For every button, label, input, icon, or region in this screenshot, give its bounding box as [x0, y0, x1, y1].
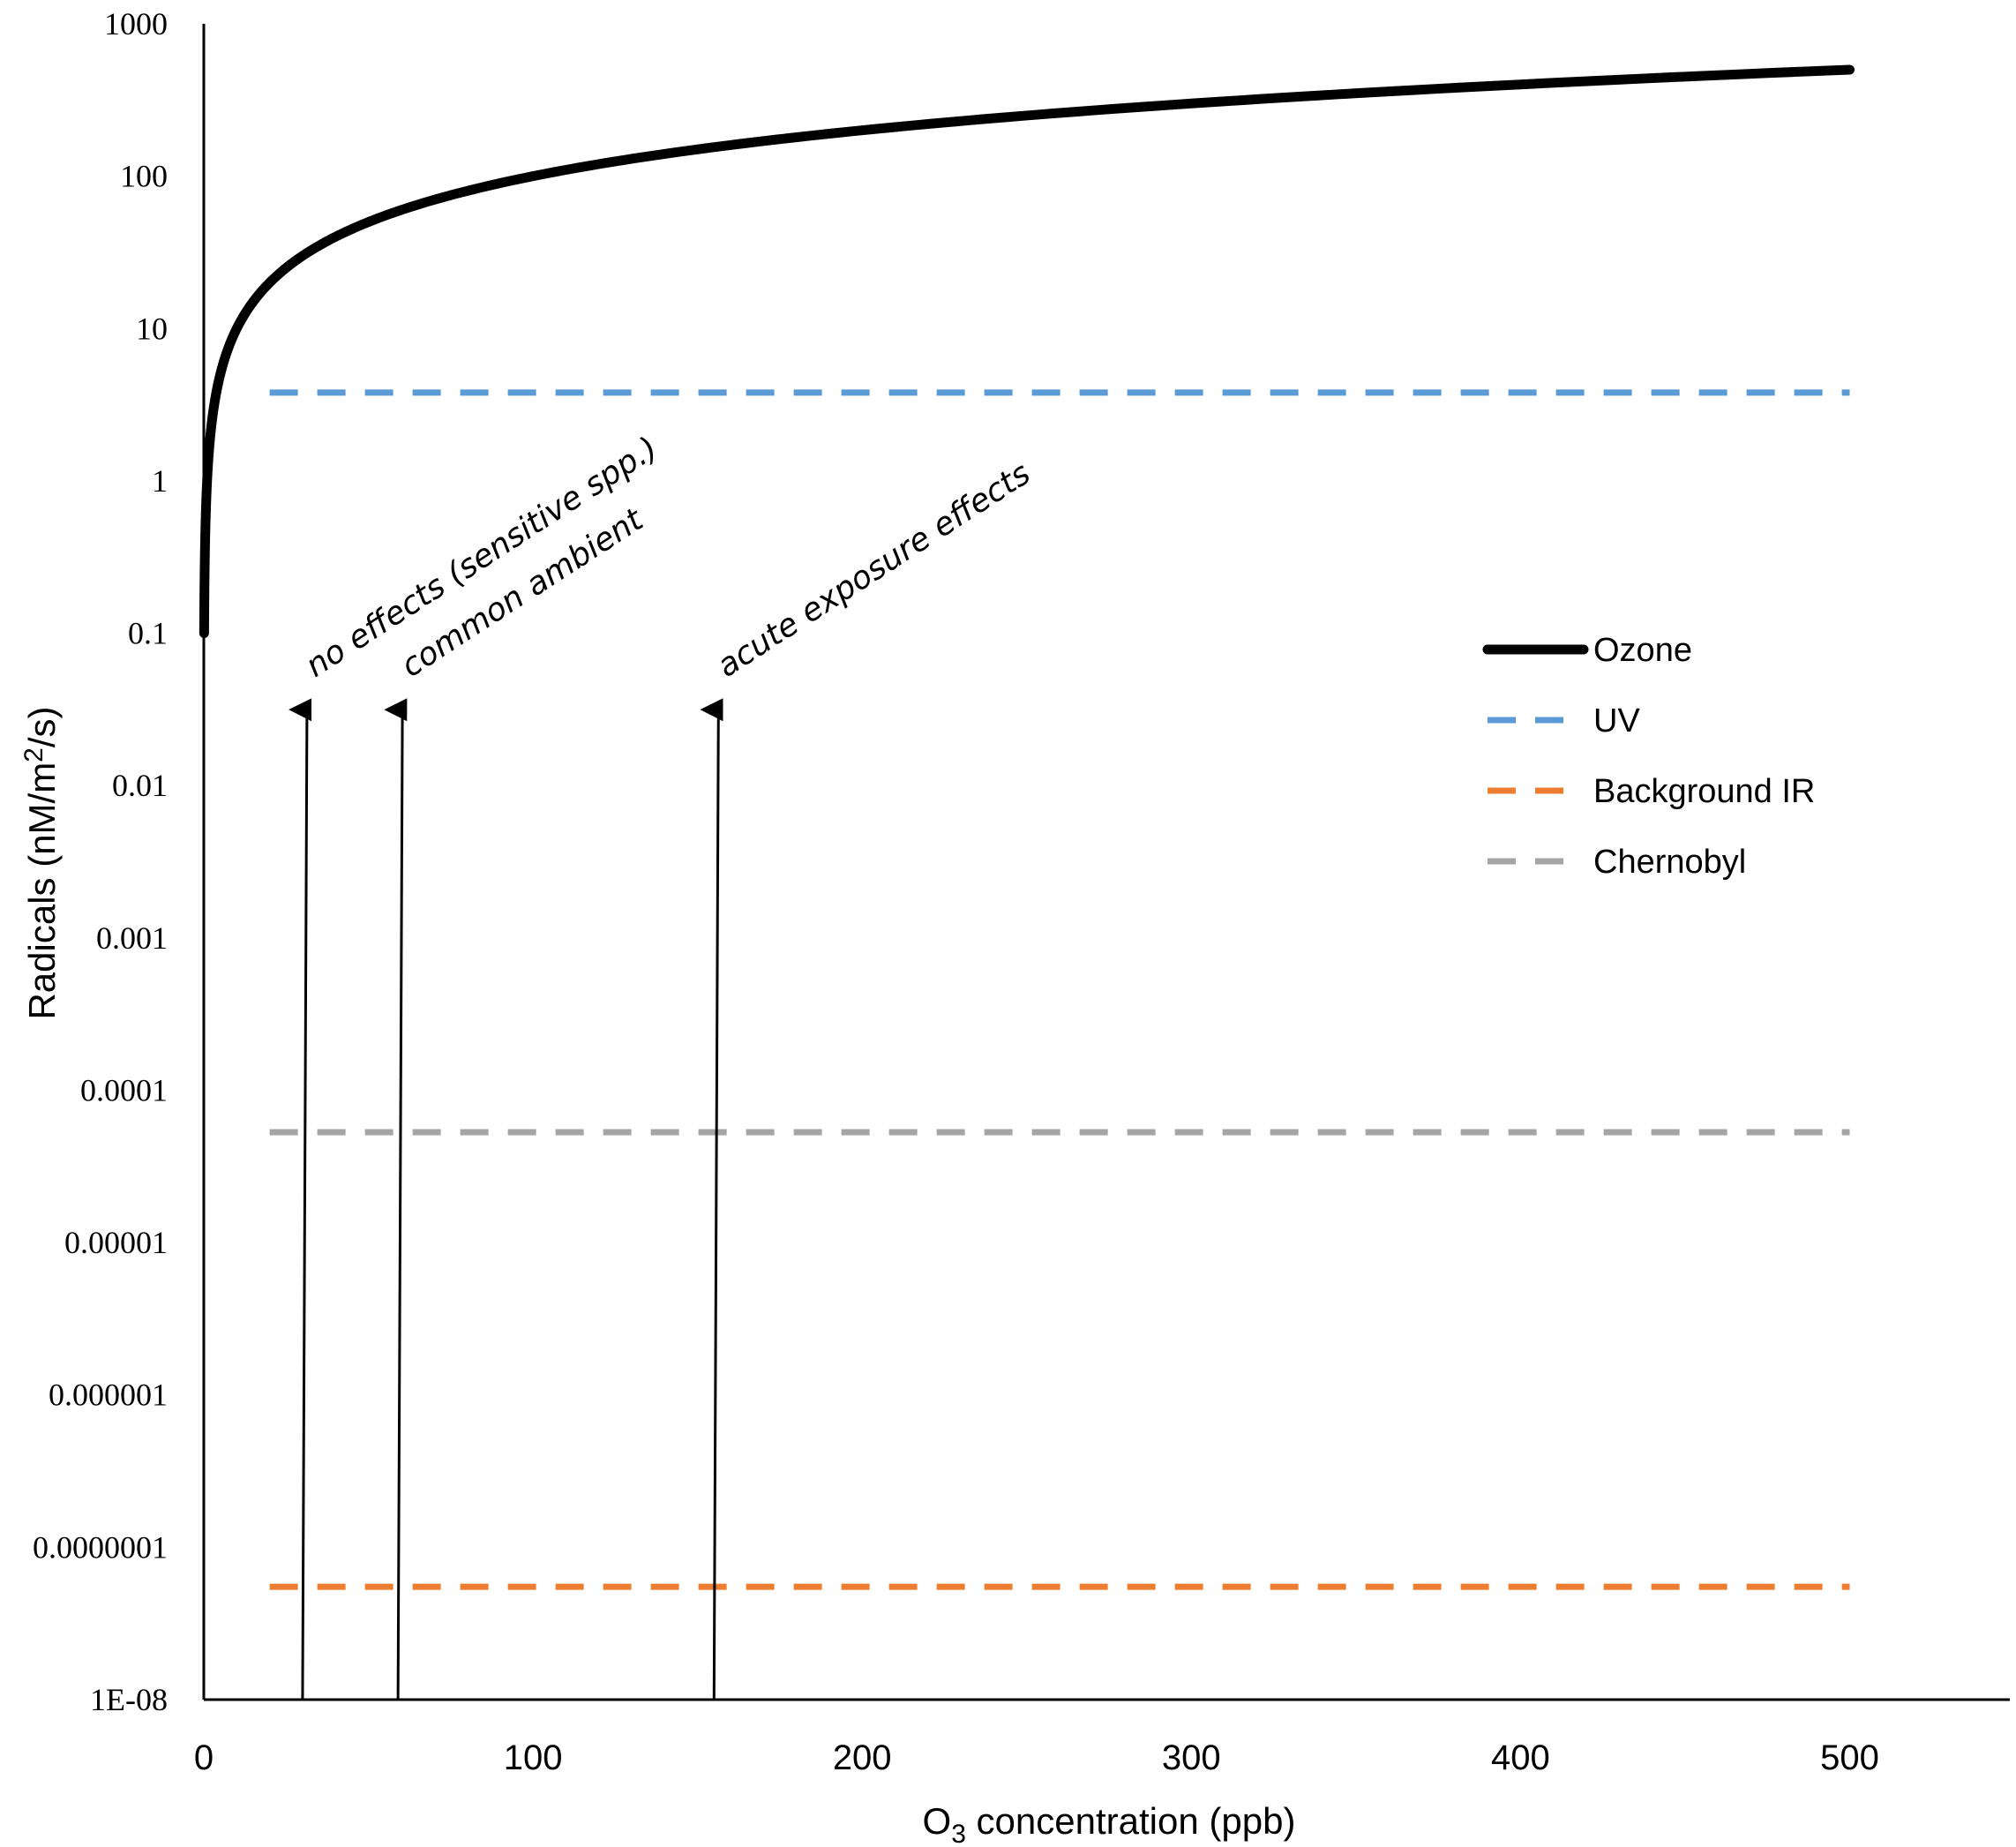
y-axis-title: Radicals (nM/m2/s) — [19, 706, 63, 1019]
legend-item: Background IR — [1488, 773, 1815, 810]
annotation-arrow — [384, 698, 408, 1701]
x-tick-label: 400 — [1491, 1738, 1550, 1777]
annotation-arrow — [700, 698, 723, 1701]
legend-label: Ozone — [1593, 632, 1692, 669]
y-tick-label: 100 — [120, 159, 168, 194]
legend-item: Ozone — [1482, 632, 1692, 669]
series-line-ozone — [199, 64, 1855, 639]
y-tick-label: 1 — [152, 463, 168, 499]
legend-label: Chernobyl — [1593, 844, 1746, 881]
y-tick-label: 10 — [136, 311, 168, 346]
annotation-arrow — [289, 698, 312, 1701]
x-tick-label: 500 — [1820, 1738, 1879, 1777]
x-tick-label: 0 — [194, 1738, 214, 1777]
legend: Ozone UV Background IR Chernobyl — [1482, 632, 1815, 881]
x-axis-title: O3 concentration (ppb) — [923, 1800, 1296, 1847]
reference-lines — [269, 389, 1850, 1590]
annotations: no effects (sensitive spp.)common ambien… — [289, 431, 1037, 1701]
y-tick-label: 0.1 — [128, 616, 168, 651]
y-tick-label: 1000 — [104, 6, 168, 41]
annotation-label: acute exposure effects — [711, 455, 1037, 685]
y-tick-label: 0.01 — [112, 768, 168, 803]
legend-label: UV — [1593, 702, 1640, 740]
y-tick-label: 0.0000001 — [33, 1529, 168, 1565]
y-axis-ticks: 1E-08 0.0000001 0.000001 0.00001 0.0001 0.001… — [33, 6, 168, 1717]
y-tick-label: 0.001 — [96, 920, 168, 956]
legend-item: Chernobyl — [1488, 844, 1746, 881]
y-tick-label: 1E-08 — [90, 1682, 168, 1717]
y-tick-label: 0.0001 — [80, 1072, 168, 1107]
series-lines — [199, 64, 1855, 639]
axes — [202, 24, 2010, 1701]
y-tick-label: 0.000001 — [49, 1378, 168, 1413]
legend-label: Background IR — [1593, 773, 1815, 810]
y-tick-label: 0.00001 — [64, 1225, 168, 1260]
x-tick-label: 100 — [504, 1738, 563, 1777]
legend-item: UV — [1488, 702, 1640, 740]
x-tick-label: 200 — [833, 1738, 892, 1777]
x-tick-label: 300 — [1162, 1738, 1221, 1777]
x-axis-ticks: 0 100 200 300 400 500 — [194, 1738, 1879, 1777]
